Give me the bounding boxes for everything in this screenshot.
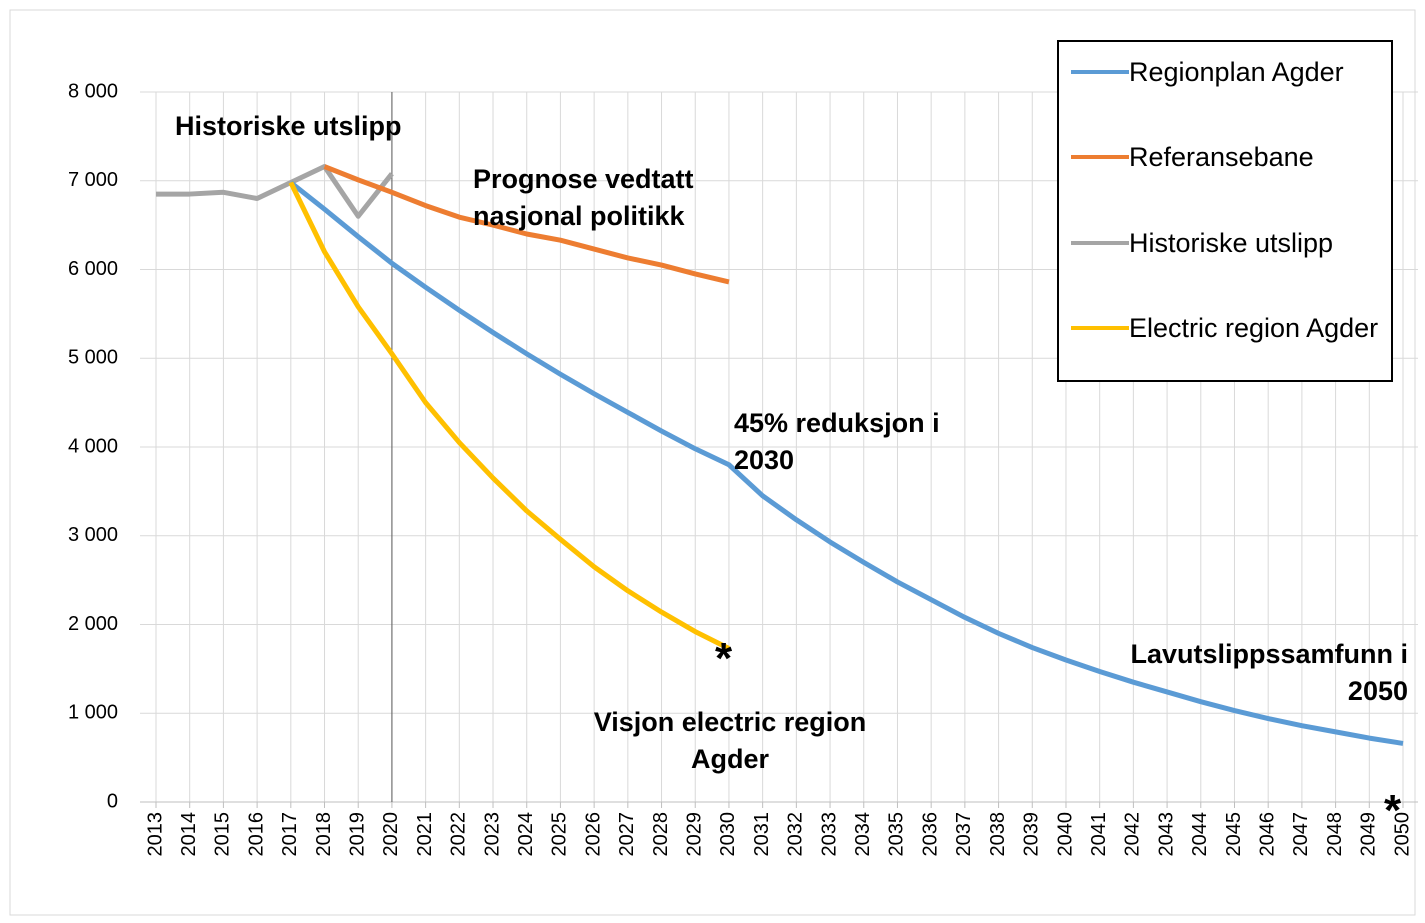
legend-swatch — [1071, 155, 1129, 159]
x-tick-label: 2022 — [448, 812, 470, 857]
series-line — [288, 181, 731, 651]
y-tick-label: 8 000 — [68, 80, 118, 102]
y-tick-label: 6 000 — [68, 258, 118, 280]
annotation: Lavutslippssamfunn i 2050 — [1130, 639, 1408, 706]
legend-swatch — [1071, 326, 1129, 330]
x-tick-label: 2032 — [785, 812, 807, 857]
x-tick-label: 2026 — [582, 812, 604, 857]
legend-swatch — [1071, 241, 1129, 245]
legend-label: Referansebane — [1129, 142, 1314, 172]
y-tick-label: 3 000 — [68, 524, 118, 546]
x-tick-label: 2014 — [178, 812, 200, 857]
series-line — [289, 180, 1404, 746]
x-tick-label: 2044 — [1189, 812, 1211, 857]
annotation: 45% reduksjon i 2030 — [734, 408, 940, 475]
x-tick-label: 2045 — [1223, 812, 1245, 857]
x-tick-label: 2018 — [313, 812, 335, 857]
x-tick-label: 2030 — [717, 812, 739, 857]
y-tick-label: 5 000 — [68, 347, 118, 369]
x-tick-label: 2015 — [212, 812, 234, 857]
legend-label: Historiske utslipp — [1129, 228, 1334, 258]
x-tick-label: 2027 — [616, 812, 638, 857]
x-tick-label: 2020 — [380, 812, 402, 857]
x-tick-label: 2048 — [1324, 812, 1346, 857]
x-tick-label: 2025 — [549, 812, 571, 857]
y-tick-label: 4 000 — [68, 435, 118, 457]
x-tick-label: 2028 — [650, 812, 672, 857]
series-line — [323, 164, 730, 285]
x-tick-label: 2035 — [886, 812, 908, 857]
y-tick-label: 2 000 — [68, 613, 118, 635]
x-tick-label: 2017 — [279, 812, 301, 857]
x-tick-label: 2046 — [1256, 812, 1278, 857]
x-tick-label: 2031 — [751, 812, 773, 857]
x-tick-label: 2037 — [953, 812, 975, 857]
x-tick-label: 2033 — [818, 812, 840, 857]
legend-label: Electric region Agder — [1129, 313, 1379, 343]
annotation: Prognose vedtatt nasjonal politikk — [473, 164, 694, 231]
x-tick-label: 2047 — [1290, 812, 1312, 857]
annotation: Visjon electric region Agder — [593, 707, 867, 774]
legend-label: Regionplan Agder — [1129, 57, 1344, 87]
x-tick-label: 2038 — [987, 812, 1009, 857]
annotation: * — [1384, 786, 1402, 835]
x-tick-label: 2036 — [919, 812, 941, 857]
x-tick-label: 2023 — [481, 812, 503, 857]
x-tick-label: 2050 — [1391, 812, 1413, 857]
x-tick-label: 2039 — [1021, 812, 1043, 857]
x-tick-label: 2024 — [515, 812, 537, 857]
annotation: * — [715, 634, 733, 683]
y-tick-label: 1 000 — [68, 702, 118, 724]
x-tick-label: 2021 — [414, 812, 436, 857]
x-tick-label: 2043 — [1155, 812, 1177, 857]
legend-swatch — [1071, 70, 1129, 74]
x-tick-label: 2029 — [684, 812, 706, 857]
x-tick-label: 2019 — [346, 812, 368, 857]
y-tick-label: 7 000 — [68, 169, 118, 191]
x-tick-label: 2034 — [852, 812, 874, 857]
x-tick-label: 2016 — [245, 812, 267, 857]
x-tick-label: 2041 — [1088, 812, 1110, 857]
y-tick-label: 0 — [107, 790, 118, 812]
x-tick-label: 2049 — [1358, 812, 1380, 857]
legend: Regionplan Agder Referansebane Historiske … — [1057, 40, 1393, 382]
series-line — [156, 164, 394, 219]
annotation: Historiske utslipp — [175, 111, 402, 141]
x-tick-label: 2013 — [144, 812, 166, 857]
x-tick-label: 2040 — [1054, 812, 1076, 857]
x-tick-label: 2042 — [1122, 812, 1144, 857]
